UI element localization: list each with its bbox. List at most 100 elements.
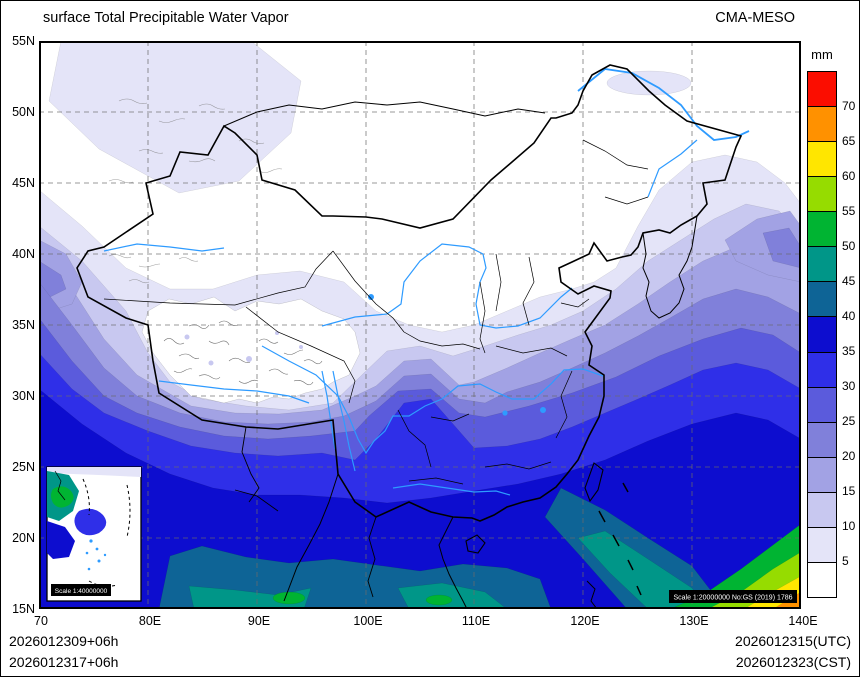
hainan-outline: [465, 534, 486, 554]
band-20-25-west-blob: [39, 260, 67, 298]
mekong-river: [332, 370, 356, 472]
salween-river: [321, 370, 336, 450]
colorbar-segment: [808, 141, 836, 177]
colorbar-segment: [808, 176, 836, 212]
colorbar-tick-label: 10: [842, 519, 856, 533]
colorbar-tick-label: 65: [842, 134, 856, 148]
init-time-utc: 2026012309+06h: [9, 633, 119, 649]
colorbar-tick-label: 70: [842, 99, 856, 113]
colorbar-segment: [808, 246, 836, 282]
colorbar-segment: [808, 491, 836, 527]
laos-thailand-border: [367, 516, 377, 598]
myanmar-coast: [283, 473, 339, 602]
inset-map: Scale 1:40000000: [46, 466, 142, 602]
plateau-dry-region: [108, 98, 361, 404]
china-outline: [76, 64, 743, 522]
taiwan-outline: [584, 462, 604, 503]
precipitable-water-field: [39, 41, 801, 609]
colorbar-segment: [808, 281, 836, 317]
lat-label-55n: 55N: [12, 34, 35, 48]
inset-coastline: [54, 470, 66, 501]
colorbar-tick-label: 45: [842, 274, 856, 288]
province-boundaries: [103, 139, 649, 485]
colorbar-tick-label: 5: [842, 554, 849, 568]
colorbar-unit: mm: [811, 47, 833, 62]
colorbar-segment: [808, 211, 836, 247]
map-frame: [39, 41, 801, 609]
luzon-coast: [586, 580, 598, 609]
inset-scale-badge: [51, 584, 111, 596]
colorbar-tick-label: 30: [842, 379, 856, 393]
national-boundaries: [76, 64, 743, 609]
page-title: surface Total Precipitable Water Vapor: [43, 10, 289, 26]
mongolia-russia-border: [223, 101, 546, 127]
inset-coast-band: [47, 467, 141, 477]
yellow-river: [321, 243, 573, 329]
lat-label-35n: 35N: [12, 318, 35, 332]
rivers: [103, 68, 750, 496]
lat-label-40n: 40N: [12, 247, 35, 261]
colorbar-segment: [808, 351, 836, 387]
bay-of-bengal-coast: [234, 489, 279, 512]
lat-label-45n: 45N: [12, 176, 35, 190]
gridlines: [39, 41, 801, 609]
colorbar-segment: [808, 421, 836, 457]
lat-label-20n: 20N: [12, 531, 35, 545]
lat-label-25n: 25N: [12, 460, 35, 474]
pearl-river: [392, 483, 511, 496]
scale-note-badge: Scale 1:20000000 No:GS (2019) 1786: [669, 590, 797, 603]
lakes: [368, 294, 546, 416]
band-50-55-blob-a: [272, 591, 306, 605]
inset-scale-label: Scale 1:40000000: [55, 588, 108, 595]
plateau-specks: [184, 331, 303, 366]
valid-time-utc: 2026012315(UTC): [735, 633, 851, 649]
colorbar-tick-label: 15: [842, 484, 856, 498]
nine-dash-line: [598, 482, 642, 596]
lon-label-70: 70: [34, 614, 48, 628]
lon-label-140e: 140E: [788, 614, 818, 628]
colorbar-tick-label: 55: [842, 204, 856, 218]
band-5-10-northwest: [48, 41, 302, 194]
band-20-25-east-sea-blob: [762, 227, 801, 269]
bangladesh-border: [241, 426, 260, 503]
northwest-texture: [108, 98, 283, 284]
band-45-50-a: [188, 585, 312, 609]
songhua-river: [647, 139, 698, 198]
inset-darkblue-blob: [47, 521, 75, 559]
amur-river: [577, 68, 750, 141]
lon-label-130e: 130E: [679, 614, 709, 628]
korea-outline: [642, 215, 698, 319]
colorbar-segment: [808, 106, 836, 142]
colorbar-segment: [808, 526, 836, 562]
colorbar-segment: [808, 561, 836, 597]
model-name: CMA-MESO: [715, 10, 795, 26]
tarim-river: [103, 243, 225, 252]
colorbar-segment: [808, 386, 836, 422]
band-45-50-b: [397, 582, 508, 609]
lat-label-15n: 15N: [12, 602, 35, 616]
colorbar-labels: 70 65 60 55 50 45 40 35 30 25 20 15 10 5: [842, 71, 859, 596]
vietnam-coast: [438, 516, 468, 609]
scale-note-label: Scale 1:20000000 No:GS (2019) 1786: [673, 595, 792, 602]
colorbar-segment: [808, 316, 836, 352]
map-canvas: Scale 1:40000000 Scale 1:20000000 No:GS …: [39, 41, 801, 609]
lat-label-50n: 50N: [12, 105, 35, 119]
lon-label-80e: 80E: [138, 614, 162, 628]
yangtze-river: [261, 345, 604, 455]
colorbar-tick-label: 60: [842, 169, 856, 183]
lon-label-100e: 100E: [353, 614, 383, 628]
colorbar-segment: [808, 456, 836, 492]
colorbar-tick-label: 50: [842, 239, 856, 253]
colorbar-tick-label: 35: [842, 344, 856, 358]
colorbar-segment: [808, 72, 836, 107]
band-15-20-east-sea-blob: [724, 210, 801, 283]
colorbar-tick-label: 40: [842, 309, 856, 323]
inset-islands: [85, 539, 107, 571]
colorbar-tick-label: 25: [842, 414, 856, 428]
colorbar: [807, 71, 837, 598]
lon-label-90e: 90E: [247, 614, 271, 628]
lon-label-110e: 110E: [461, 614, 491, 628]
inset-blue-blob: [74, 508, 107, 536]
init-time-cst: 2026012317+06h: [9, 654, 119, 670]
